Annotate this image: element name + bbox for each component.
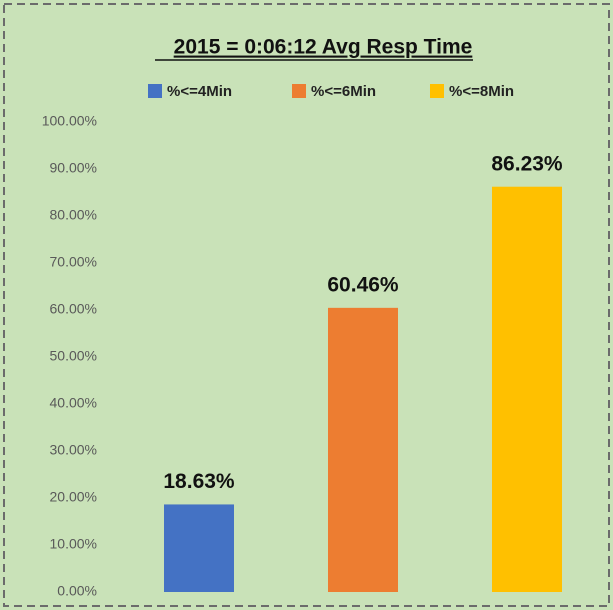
legend-swatch bbox=[292, 84, 306, 98]
chart-title: 2015 = 0:06:12 Avg Resp Time bbox=[174, 36, 473, 59]
y-tick-label: 40.00% bbox=[50, 395, 97, 411]
border bbox=[3, 3, 610, 607]
y-tick-label: 30.00% bbox=[50, 442, 97, 458]
legend-swatch bbox=[148, 84, 162, 98]
data-label: 60.46% bbox=[327, 273, 399, 296]
bar bbox=[164, 504, 234, 592]
y-tick-label: 80.00% bbox=[50, 207, 97, 223]
y-tick-label: 100.00% bbox=[42, 113, 97, 129]
legend-label: %<=8Min bbox=[449, 83, 514, 100]
y-tick-label: 10.00% bbox=[50, 536, 97, 552]
y-tick-label: 70.00% bbox=[50, 254, 97, 270]
legend-label: %<=4Min bbox=[167, 83, 232, 100]
data-label: 18.63% bbox=[163, 470, 235, 493]
data-label: 86.23% bbox=[491, 152, 563, 175]
y-tick-label: 20.00% bbox=[50, 489, 97, 505]
y-tick-label: 60.00% bbox=[50, 301, 97, 317]
legend-swatch bbox=[430, 84, 444, 98]
bar bbox=[328, 307, 398, 592]
legend-label: %<=6Min bbox=[311, 83, 376, 100]
y-tick-label: 90.00% bbox=[50, 160, 97, 176]
y-tick-label: 50.00% bbox=[50, 348, 97, 364]
y-tick-label: 0.00% bbox=[57, 583, 97, 599]
bar bbox=[492, 186, 562, 592]
